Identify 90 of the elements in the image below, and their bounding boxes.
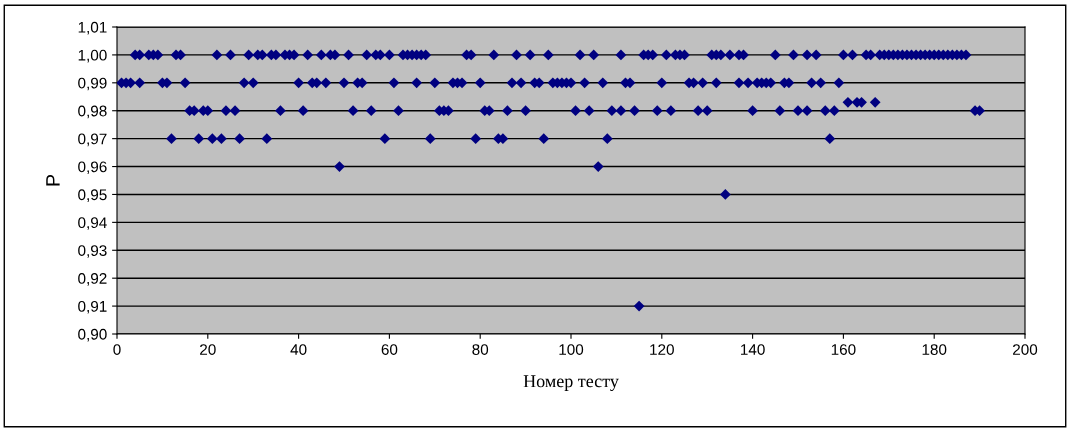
x-tick-label: 60 [381, 344, 398, 355]
point [824, 133, 836, 145]
point [234, 133, 245, 145]
point [601, 133, 613, 145]
point [819, 105, 831, 117]
y-tick-label: 0,96 [78, 161, 107, 175]
point [742, 77, 754, 89]
point [579, 77, 590, 89]
point [629, 105, 640, 117]
y-tick-label: 0,94 [78, 217, 107, 230]
point [633, 300, 645, 312]
point [692, 105, 704, 117]
x-tick-label: 140 [741, 344, 765, 355]
y-axis-title: P [46, 175, 60, 186]
point [220, 105, 232, 117]
point [470, 133, 482, 145]
point [615, 105, 627, 117]
point [365, 105, 377, 117]
point [747, 105, 758, 117]
point [833, 77, 845, 89]
point [719, 189, 731, 200]
point [792, 105, 804, 117]
point [275, 105, 286, 117]
point [206, 133, 218, 145]
point [842, 96, 854, 108]
point [320, 77, 332, 89]
point [815, 77, 827, 89]
point [806, 77, 817, 89]
y-tick-label: 0,93 [78, 245, 107, 258]
x-tick-label: 160 [831, 344, 856, 355]
point [651, 105, 663, 117]
point [474, 77, 486, 89]
point [293, 77, 304, 89]
point [388, 77, 400, 89]
point [570, 105, 581, 117]
y-tick-label: 0,97 [78, 133, 107, 147]
point [424, 133, 436, 145]
point [869, 96, 881, 108]
x-tick-label: 20 [200, 344, 216, 355]
x-tick-label: 120 [650, 344, 674, 355]
point [334, 161, 345, 172]
point [393, 105, 404, 117]
point [411, 77, 423, 89]
point [338, 77, 350, 89]
point [166, 133, 177, 145]
y-tick-label: 0,95 [78, 189, 107, 202]
point [583, 105, 595, 117]
point [379, 133, 391, 145]
y-tick-label: 0,98 [78, 105, 107, 119]
y-tick-label: 0,90 [78, 328, 107, 342]
point [229, 105, 241, 117]
point [697, 77, 709, 89]
point [701, 105, 713, 117]
point [656, 77, 668, 89]
point [710, 77, 722, 89]
y-tick-label: 0,91 [78, 300, 107, 314]
point [597, 77, 609, 89]
point [733, 77, 745, 89]
y-tick-label: 0,99 [78, 77, 107, 91]
x-tick-label: 100 [559, 344, 584, 355]
point [506, 77, 518, 89]
point [606, 105, 618, 117]
point [515, 77, 527, 89]
point [665, 105, 677, 117]
point [502, 105, 513, 117]
point [520, 105, 531, 117]
point [261, 133, 273, 145]
point [801, 105, 813, 117]
point [774, 105, 786, 117]
point [216, 133, 227, 145]
point [429, 77, 441, 89]
point [828, 105, 840, 117]
point [179, 77, 191, 89]
point [134, 77, 146, 89]
x-tick-label: 200 [1013, 344, 1038, 355]
y-tick-label: 0,92 [78, 273, 107, 286]
point [297, 105, 309, 117]
point [193, 133, 205, 145]
x-tick-label: 180 [922, 344, 947, 355]
x-tick-label: 0 [113, 344, 121, 355]
point [592, 161, 604, 172]
point [347, 105, 359, 117]
point [238, 77, 250, 89]
x-tick-label: 80 [472, 344, 489, 355]
point [538, 133, 550, 145]
y-tick-label: 1,01 [78, 21, 107, 35]
x-axis-title: Номер тесту [523, 375, 619, 391]
x-tick-label: 40 [290, 344, 307, 355]
y-tick-label: 1,00 [78, 49, 107, 63]
point [247, 77, 259, 89]
